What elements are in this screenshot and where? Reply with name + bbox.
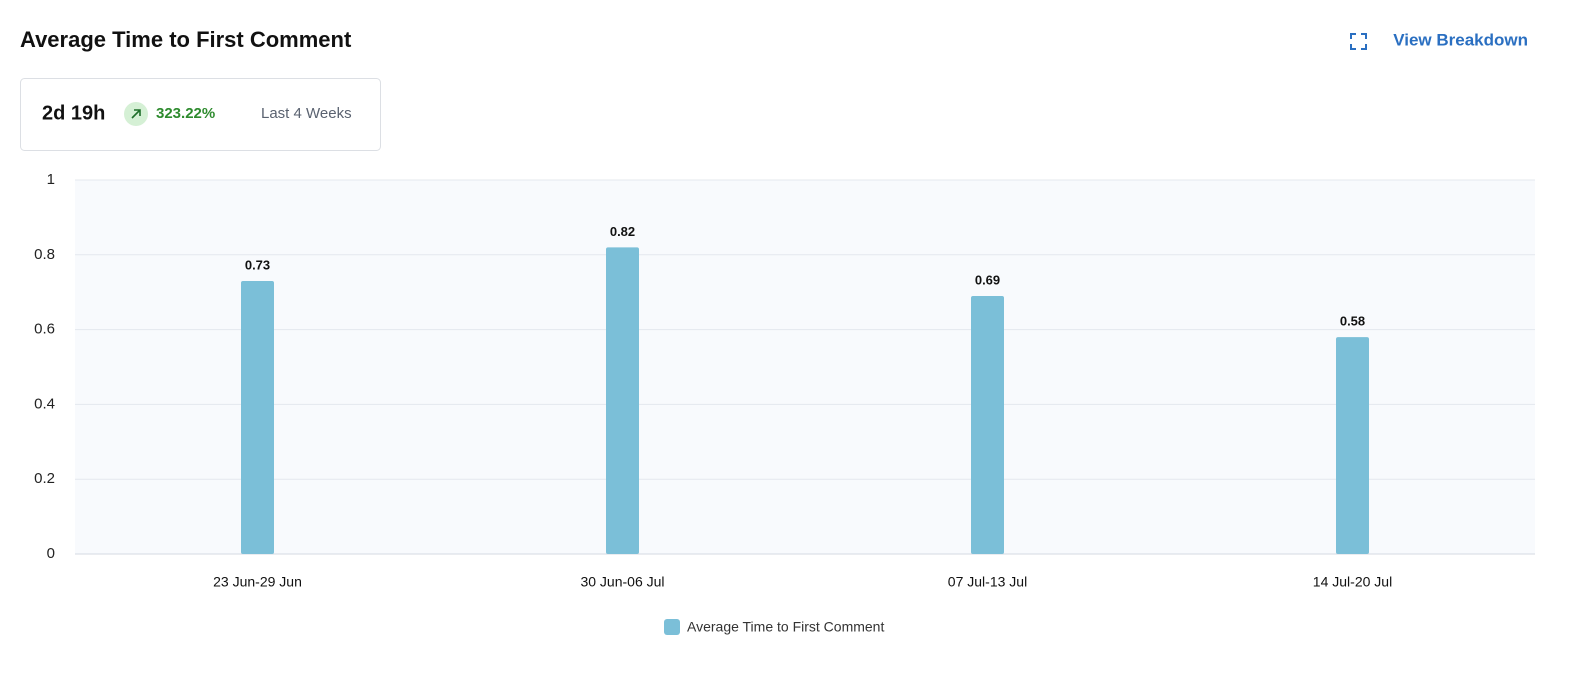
summary-period: Last 4 Weeks [261, 105, 352, 122]
x-tick-label: 14 Jul-20 Jul [1313, 574, 1392, 590]
x-tick-label: 30 Jun-06 Jul [580, 574, 664, 590]
plot-area [75, 180, 1535, 554]
y-tick-label: 0.8 [34, 246, 55, 263]
x-tick-label: 07 Jul-13 Jul [948, 574, 1027, 590]
y-tick-label: 0.2 [34, 470, 55, 487]
view-breakdown-label: View Breakdown [1393, 30, 1528, 49]
view-breakdown-button[interactable]: View Breakdown [1350, 30, 1528, 50]
summary-change: 323.22% [156, 105, 215, 122]
y-tick-label: 0.4 [34, 395, 55, 412]
bar [241, 280, 274, 554]
bar [1336, 337, 1369, 554]
y-tick-label: 0 [47, 545, 55, 562]
bar [971, 295, 1004, 554]
value-label: 0.69 [975, 272, 1000, 287]
value-label: 0.82 [610, 224, 635, 239]
bar [606, 247, 639, 554]
widget-title: Average Time to First Comment [20, 27, 352, 52]
legend-swatch [664, 619, 680, 635]
y-tick-label: 0.6 [34, 321, 55, 338]
summary-card [20, 78, 381, 151]
legend-label: Average Time to First Comment [687, 619, 884, 635]
value-label: 0.58 [1340, 314, 1365, 329]
y-tick-label: 1 [47, 171, 55, 188]
summary-value: 2d 19h [42, 102, 105, 124]
value-label: 0.73 [245, 257, 270, 272]
expand-icon [1350, 33, 1367, 50]
x-tick-label: 23 Jun-29 Jun [213, 574, 302, 590]
trend-arrow [131, 109, 141, 119]
